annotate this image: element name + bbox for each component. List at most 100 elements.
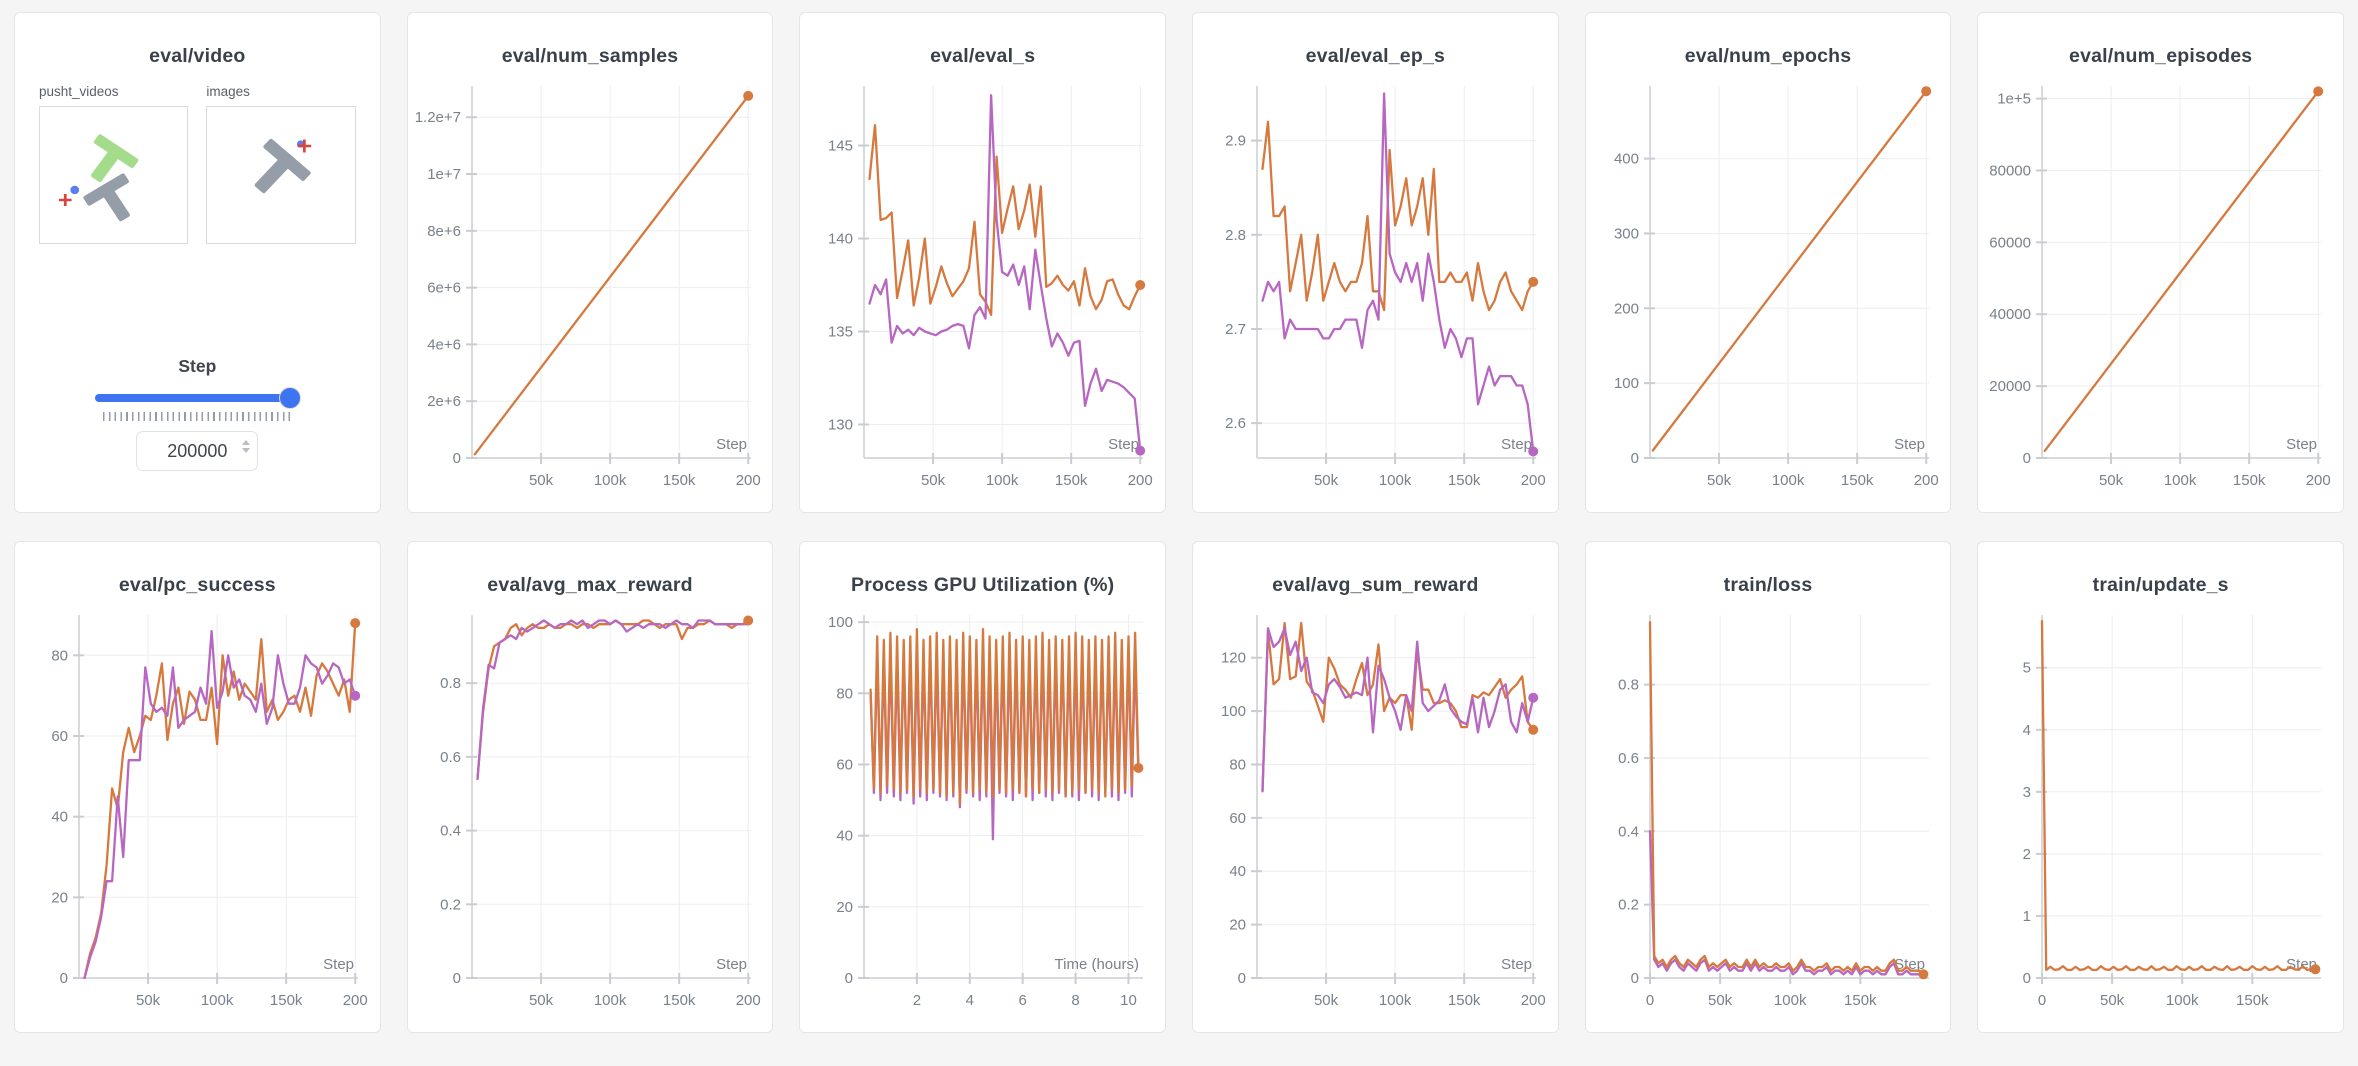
svg-text:100k: 100k: [2164, 472, 2197, 489]
svg-text:0: 0: [845, 970, 853, 987]
svg-text:0.8: 0.8: [1618, 677, 1639, 694]
panel-eval-num-epochs: eval/num_epochs 50k 100k 150k 200 0 100 200 300…: [1584, 12, 1952, 513]
svg-text:80000: 80000: [1990, 162, 2032, 179]
chart-title: eval/pc_success: [118, 574, 276, 596]
chart-canvas-gpu-utilization[interactable]: 2 4 6 8 10 0 20 40 60 80 100 Time (hours): [802, 599, 1163, 1028]
svg-text:40: 40: [51, 809, 68, 826]
chart-canvas-eval-eval-ep-s[interactable]: 50k 100k 150k 200 2.6 2.7 2.8 2.9 Step: [1195, 70, 1556, 508]
chart-canvas-eval-num-samples[interactable]: 50k 100k 150k 200 0 2e+6 4e+6 6e+6 8e+6 1e+7 1.2e+…: [410, 70, 771, 508]
step-value: 200000: [167, 440, 228, 461]
chart-canvas-eval-num-epochs[interactable]: 50k 100k 150k 200 0 100 200 300 400 Step: [1588, 70, 1949, 508]
svg-text:5: 5: [2023, 660, 2031, 677]
chart-canvas-eval-avg-sum-reward[interactable]: 50k 100k 150k 200 0 20 40 60 80 100 120 Step: [1195, 599, 1556, 1028]
pusht-videos-thumbnail[interactable]: [39, 106, 189, 244]
svg-text:150k: 150k: [1841, 472, 1874, 489]
svg-text:20000: 20000: [1990, 378, 2032, 395]
panel-train-loss: train/loss 0 50k 100k 150k 0 0.2 0.4 0.6 0.8 Step: [1584, 541, 1952, 1033]
svg-text:0.6: 0.6: [440, 749, 461, 766]
media-label: pusht_videos: [39, 84, 119, 99]
svg-text:4: 4: [966, 992, 974, 1009]
svg-text:150k: 150k: [1448, 472, 1481, 489]
svg-text:400: 400: [1614, 151, 1639, 168]
stepper-chevrons-icon[interactable]: [242, 440, 251, 453]
svg-text:0: 0: [452, 450, 460, 467]
svg-text:0.2: 0.2: [1618, 897, 1639, 914]
chart-title: eval/num_epochs: [1684, 45, 1852, 67]
svg-text:1: 1: [2023, 908, 2031, 925]
svg-text:0.4: 0.4: [440, 823, 461, 840]
svg-text:40: 40: [1229, 863, 1246, 880]
media-panel-title: eval/video: [149, 45, 246, 67]
svg-text:0: 0: [452, 970, 460, 987]
svg-text:100k: 100k: [201, 992, 234, 1009]
panel-train-update-s: train/update_s 0 50k 100k 150k 0 1 2 3 4 5 Step: [1977, 541, 2345, 1033]
chart-title: eval/eval_ep_s: [1305, 45, 1446, 67]
svg-text:Step: Step: [1501, 436, 1532, 453]
svg-text:1e+7: 1e+7: [427, 166, 461, 183]
svg-text:0: 0: [2023, 450, 2031, 467]
chart-canvas-eval-avg-max-reward[interactable]: 50k 100k 150k 200 0 0.2 0.4 0.6 0.8 Step: [410, 599, 771, 1028]
slider-thumb[interactable]: [279, 387, 302, 409]
panel-eval-eval-ep-s: eval/eval_ep_s 50k 100k 150k 200 2.6 2.7 2.8 2.…: [1192, 12, 1559, 513]
svg-text:135: 135: [828, 324, 853, 341]
svg-text:0.8: 0.8: [440, 675, 461, 692]
svg-text:Step: Step: [1501, 956, 1532, 973]
svg-text:Step: Step: [323, 956, 354, 973]
chart-canvas-eval-pc-success[interactable]: 50k 100k 150k 200 0 20 40 60 80 Step: [17, 599, 378, 1028]
svg-text:100k: 100k: [2166, 992, 2199, 1009]
svg-text:0: 0: [1630, 970, 1638, 987]
svg-text:Step: Step: [716, 436, 747, 453]
chart-title: train/update_s: [2092, 574, 2229, 596]
media-label: images: [206, 84, 250, 99]
svg-text:150k: 150k: [663, 992, 696, 1009]
chart-canvas-train-loss[interactable]: 0 50k 100k 150k 0 0.2 0.4 0.6 0.8 Step: [1588, 599, 1949, 1028]
panel-eval-num-episodes: eval/num_episodes 50k 100k 150k 200 0 20000 40…: [1977, 12, 2345, 513]
images-thumbnail[interactable]: [206, 106, 356, 244]
chart-title: eval/num_episodes: [2069, 45, 2253, 67]
svg-text:150k: 150k: [2236, 992, 2269, 1009]
panel-eval-avg-max-reward: eval/avg_max_reward 50k 100k 150k 200 0 0.2 0.…: [406, 541, 774, 1033]
svg-text:20: 20: [51, 889, 68, 906]
svg-text:200: 200: [1128, 472, 1153, 489]
panel-row-2: eval/pc_success 50k 100k 150k 200 0 20 40 60 80 S…: [14, 541, 2345, 1033]
svg-text:50k: 50k: [1314, 992, 1339, 1009]
chart-canvas-eval-eval-s[interactable]: 50k 100k 150k 200 130 135 140 145 Step: [802, 70, 1163, 508]
svg-text:60: 60: [837, 756, 854, 773]
svg-text:Step: Step: [2287, 436, 2318, 453]
chart-canvas-train-update-s[interactable]: 0 50k 100k 150k 0 1 2 3 4 5 Step: [1980, 599, 2341, 1028]
svg-text:50k: 50k: [529, 992, 554, 1009]
svg-text:6: 6: [1019, 992, 1027, 1009]
svg-text:2: 2: [2023, 846, 2031, 863]
svg-text:200: 200: [735, 472, 760, 489]
step-slider-ruler: [103, 412, 292, 421]
svg-text:0.6: 0.6: [1618, 750, 1639, 767]
svg-text:100: 100: [1221, 703, 1246, 720]
chart-title: eval/eval_s: [930, 45, 1036, 67]
svg-text:100: 100: [1614, 375, 1639, 392]
svg-text:20: 20: [1229, 917, 1246, 934]
svg-text:100: 100: [828, 614, 853, 631]
step-input[interactable]: 200000: [136, 431, 259, 471]
chart-canvas-eval-num-episodes[interactable]: 50k 100k 150k 200 0 20000 40000 60000 80000 1e+5 S…: [1980, 70, 2341, 508]
svg-text:100k: 100k: [1774, 992, 1807, 1009]
svg-text:145: 145: [828, 138, 853, 155]
slider-track[interactable]: [95, 394, 300, 402]
svg-text:2.9: 2.9: [1225, 133, 1246, 150]
chart-title: eval/num_samples: [501, 45, 679, 67]
chart-title: eval/avg_sum_reward: [1272, 574, 1479, 596]
panel-row-1: eval/video pusht_videos: [14, 12, 2345, 513]
chart-title: train/loss: [1723, 574, 1813, 596]
svg-text:200: 200: [1614, 300, 1639, 317]
step-slider[interactable]: [95, 387, 302, 409]
svg-text:40: 40: [837, 828, 854, 845]
svg-text:50k: 50k: [2099, 472, 2124, 489]
svg-text:4: 4: [2023, 722, 2031, 739]
svg-text:Step: Step: [1108, 436, 1139, 453]
panel-eval-avg-sum-reward: eval/avg_sum_reward 50k 100k 150k 200 0 20 40 6…: [1192, 541, 1559, 1033]
svg-text:0: 0: [1630, 450, 1638, 467]
pusht-image-icon: [254, 138, 312, 194]
step-control: Step 200000: [15, 356, 380, 471]
svg-text:200: 200: [1521, 992, 1546, 1009]
svg-text:0.2: 0.2: [440, 896, 461, 913]
svg-text:0.4: 0.4: [1618, 823, 1639, 840]
